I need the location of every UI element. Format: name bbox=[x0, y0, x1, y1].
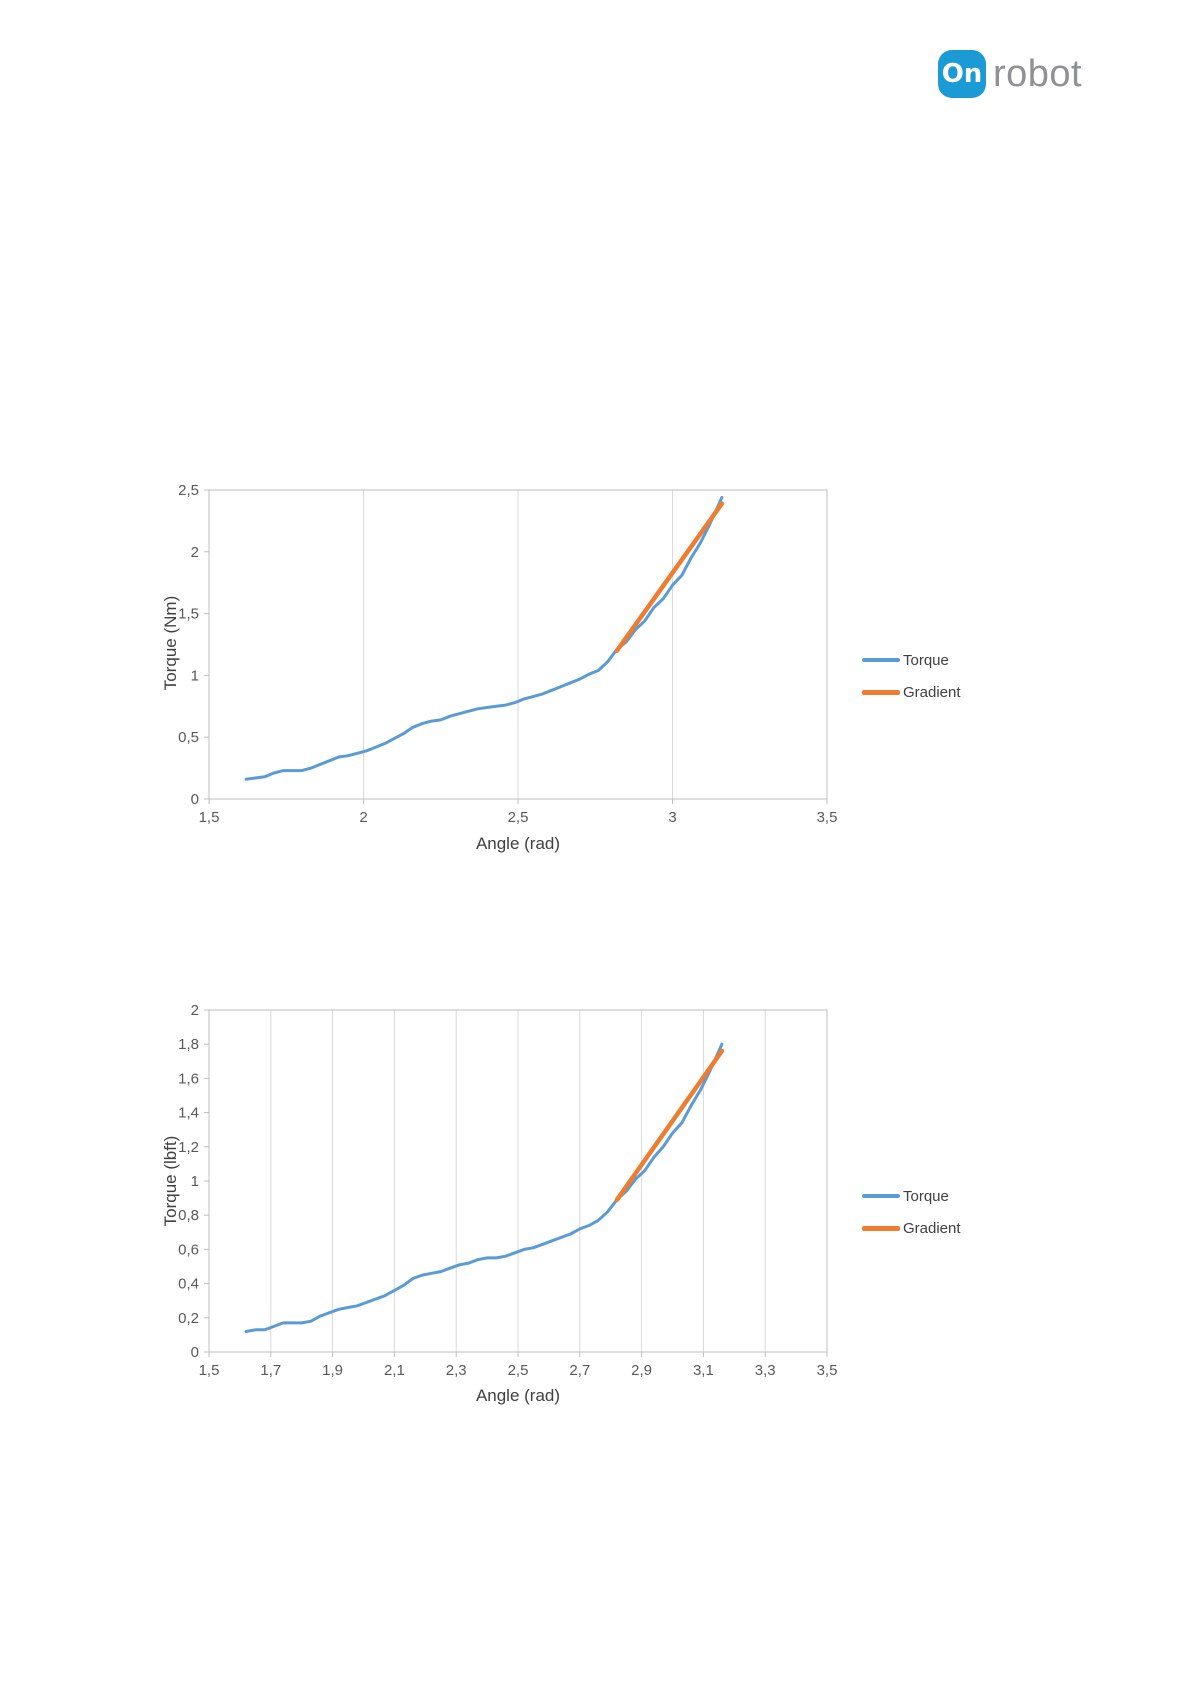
series-line-gradient bbox=[614, 1048, 725, 1203]
x-tick-label: 1,7 bbox=[260, 1362, 281, 1379]
legend-label-gradient: Gradient bbox=[903, 683, 961, 701]
onrobot-logo-brand-text: robot bbox=[993, 52, 1083, 95]
series-line-torque bbox=[244, 1042, 724, 1333]
x-tick-label: 2,5 bbox=[508, 1362, 529, 1379]
legend-item-torque: Torque bbox=[862, 1186, 961, 1206]
onrobot-logo: On robot bbox=[938, 50, 1082, 98]
legend-item-torque: Torque bbox=[862, 650, 961, 670]
plot-border bbox=[208, 1009, 828, 1353]
torque-nm-plot-area: 1,5 2 2,5 3 3,5 0 0,5 1 1,5 2 2,5 bbox=[178, 482, 838, 826]
x-tick-label: 3,1 bbox=[693, 1362, 714, 1379]
x-tick-label: 1,5 bbox=[199, 1362, 220, 1379]
torque-nm-legend: Torque Gradient bbox=[862, 650, 961, 702]
y-tick-label: 0,4 bbox=[178, 1276, 199, 1293]
y-tick-label: 0,2 bbox=[178, 1310, 199, 1327]
gradient-line-swatch bbox=[862, 1225, 900, 1231]
x-tick-label: 1,9 bbox=[322, 1362, 343, 1379]
onrobot-logo-badge-text: On bbox=[941, 59, 983, 89]
onrobot-logo-badge: On bbox=[938, 50, 986, 98]
y-tick-label: 1,2 bbox=[178, 1139, 199, 1156]
torque-lbft-x-axis-title: Angle (rad) bbox=[475, 1386, 561, 1405]
y-tick-label: 2 bbox=[191, 544, 199, 561]
y-tick-label: 1,8 bbox=[178, 1036, 199, 1053]
torque-line-swatch bbox=[862, 658, 900, 662]
y-tick-label: 2,5 bbox=[178, 482, 199, 499]
y-tick-label: 2 bbox=[191, 1002, 199, 1019]
x-tick-label: 1,5 bbox=[199, 809, 220, 826]
gradient-line-swatch bbox=[862, 689, 900, 695]
x-tick-label: 3 bbox=[668, 809, 676, 826]
y-tick-label: 0 bbox=[191, 791, 199, 808]
x-tick-label: 2,9 bbox=[631, 1362, 652, 1379]
series-line-gradient bbox=[614, 501, 725, 653]
legend-item-gradient: Gradient bbox=[862, 1218, 961, 1238]
legend-label-torque: Torque bbox=[903, 1187, 949, 1205]
x-tick-label: 2,5 bbox=[508, 809, 529, 826]
torque-line-swatch bbox=[862, 1194, 900, 1198]
y-tick-label: 1 bbox=[191, 667, 199, 684]
torque-nm-y-axis-title: Torque (Nm) bbox=[161, 595, 180, 691]
torque-lbft-plot-area: 1,5 1,7 1,9 2,1 2,3 2,5 2,7 2,9 3,1 3,3 3,5 0 0,2 0,4… bbox=[178, 1002, 838, 1379]
y-tick-label: 0 bbox=[191, 1344, 199, 1361]
legend-label-torque: Torque bbox=[903, 651, 949, 669]
y-tick-label: 0,5 bbox=[178, 729, 199, 746]
y-tick-label: 1,6 bbox=[178, 1070, 199, 1087]
y-tick-label: 0,6 bbox=[178, 1241, 199, 1258]
torque-lbft-y-axis-title: Torque (lbft) bbox=[161, 1135, 180, 1227]
x-tick-label: 2,1 bbox=[384, 1362, 405, 1379]
x-tick-label: 3,5 bbox=[817, 1362, 838, 1379]
x-tick-label: 2 bbox=[359, 809, 367, 826]
plot-border bbox=[208, 489, 828, 800]
x-tick-label: 2,7 bbox=[569, 1362, 590, 1379]
legend-item-gradient: Gradient bbox=[862, 682, 961, 702]
y-tick-label: 1 bbox=[191, 1173, 199, 1190]
legend-label-gradient: Gradient bbox=[903, 1219, 961, 1237]
series-line-torque bbox=[244, 495, 724, 781]
torque-lbft-chart: 1,5 1,7 1,9 2,1 2,3 2,5 2,7 2,9 3,1 3,3 3,5 0 0,2 0,4… bbox=[155, 998, 855, 1423]
x-tick-label: 3,3 bbox=[755, 1362, 776, 1379]
x-tick-label: 2,3 bbox=[446, 1362, 467, 1379]
y-tick-label: 1,5 bbox=[178, 606, 199, 623]
x-tick-label: 3,5 bbox=[817, 809, 838, 826]
torque-nm-chart: 1,5 2 2,5 3 3,5 0 0,5 1 1,5 2 2,5 Torque (Nm) Angl… bbox=[155, 478, 855, 870]
torque-lbft-legend: Torque Gradient bbox=[862, 1186, 961, 1238]
y-tick-label: 0,8 bbox=[178, 1207, 199, 1224]
torque-nm-x-axis-title: Angle (rad) bbox=[475, 834, 561, 853]
y-tick-label: 1,4 bbox=[178, 1105, 199, 1122]
